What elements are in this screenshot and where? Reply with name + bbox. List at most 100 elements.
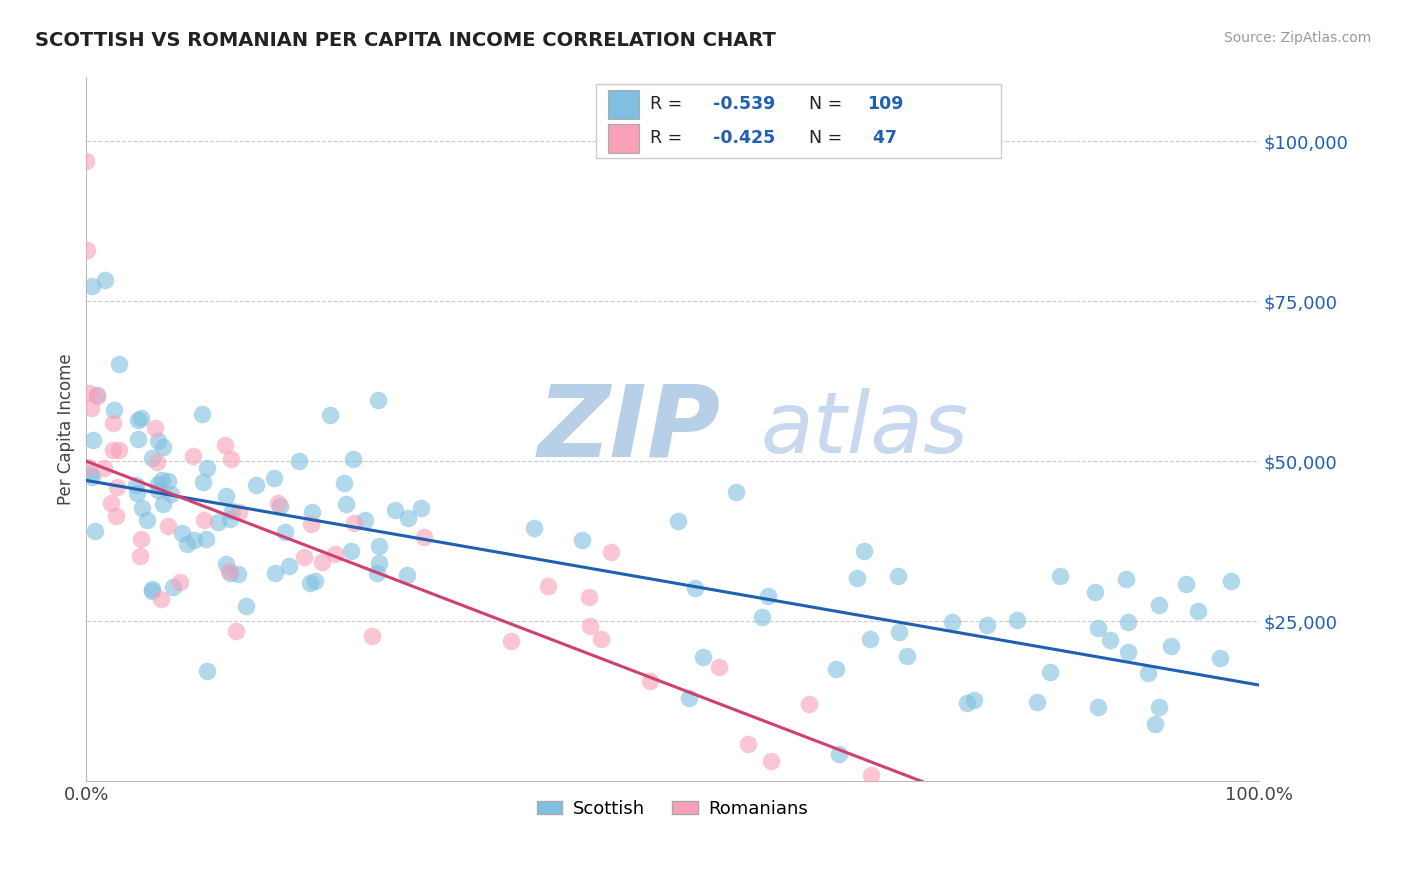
Point <box>396 511 419 525</box>
Point <box>366 566 388 580</box>
Point <box>214 558 236 572</box>
Point <box>571 533 593 547</box>
Point <box>152 496 174 510</box>
Point <box>304 574 326 589</box>
Point <box>591 632 613 646</box>
Point <box>852 544 875 558</box>
Point <box>146 434 169 449</box>
Point <box>1039 665 1062 680</box>
Point <box>157 474 180 488</box>
Point <box>82 434 104 448</box>
Point <box>1220 574 1243 588</box>
Point <box>860 767 883 781</box>
Point <box>82 470 104 484</box>
Point <box>859 632 882 646</box>
Point <box>195 664 218 678</box>
Point <box>523 521 546 535</box>
FancyBboxPatch shape <box>609 90 638 120</box>
Point <box>219 451 242 466</box>
Point <box>228 506 250 520</box>
Text: Source: ZipAtlas.com: Source: ZipAtlas.com <box>1223 31 1371 45</box>
Point <box>157 519 180 533</box>
Point <box>141 583 163 598</box>
Point <box>86 388 108 402</box>
Point <box>129 410 152 425</box>
Point <box>724 484 747 499</box>
Point <box>288 454 311 468</box>
Text: ZIP: ZIP <box>538 381 721 478</box>
Point <box>578 619 600 633</box>
Point <box>301 505 323 519</box>
Point <box>191 475 214 489</box>
Text: N =: N = <box>808 129 848 147</box>
Text: 109: 109 <box>868 95 904 113</box>
Point <box>162 580 184 594</box>
Point <box>176 537 198 551</box>
Point <box>129 532 152 546</box>
Point <box>218 512 240 526</box>
Point <box>1084 585 1107 599</box>
Point <box>368 539 391 553</box>
Point <box>218 566 240 580</box>
Point <box>299 516 322 531</box>
FancyBboxPatch shape <box>609 124 638 153</box>
Point <box>325 548 347 562</box>
Point <box>215 489 238 503</box>
Point <box>578 591 600 605</box>
Point <box>678 691 700 706</box>
Point <box>737 738 759 752</box>
Point <box>683 582 706 596</box>
Point <box>1087 699 1109 714</box>
Point <box>76 243 98 257</box>
Text: R =: R = <box>651 129 688 147</box>
Point <box>226 567 249 582</box>
Point <box>1118 645 1140 659</box>
Point <box>193 513 215 527</box>
Point <box>342 451 364 466</box>
Point <box>828 747 851 761</box>
Point <box>127 413 149 427</box>
Point <box>368 556 391 570</box>
Point <box>335 497 357 511</box>
Point <box>1143 717 1166 731</box>
Point <box>143 421 166 435</box>
Point <box>409 501 432 516</box>
Point <box>207 515 229 529</box>
Point <box>225 624 247 638</box>
Point <box>1116 615 1139 630</box>
Point <box>343 516 366 530</box>
Point <box>278 559 301 574</box>
Legend: Scottish, Romanians: Scottish, Romanians <box>530 792 815 825</box>
Point <box>1007 613 1029 627</box>
Point <box>756 589 779 603</box>
Text: SCOTTISH VS ROMANIAN PER CAPITA INCOME CORRELATION CHART: SCOTTISH VS ROMANIAN PER CAPITA INCOME C… <box>35 31 776 50</box>
Point <box>887 625 910 640</box>
Point <box>537 579 560 593</box>
Point <box>108 443 131 458</box>
Point <box>1098 633 1121 648</box>
Point <box>269 499 291 513</box>
Point <box>183 533 205 548</box>
Point <box>692 650 714 665</box>
Point <box>100 496 122 510</box>
Point <box>413 530 436 544</box>
Text: -0.425: -0.425 <box>713 129 775 147</box>
Point <box>105 509 128 524</box>
Point <box>319 408 342 422</box>
Point <box>1149 598 1171 612</box>
Point <box>267 496 290 510</box>
Point <box>79 401 101 415</box>
Point <box>79 467 101 481</box>
Point <box>218 565 240 579</box>
Point <box>141 450 163 465</box>
Point <box>131 501 153 516</box>
Point <box>292 549 315 564</box>
Point <box>638 674 661 689</box>
Point <box>146 483 169 498</box>
Point <box>146 455 169 469</box>
Point <box>354 513 377 527</box>
Point <box>846 571 869 585</box>
Point <box>1209 650 1232 665</box>
Text: 47: 47 <box>868 129 897 147</box>
Point <box>181 449 204 463</box>
